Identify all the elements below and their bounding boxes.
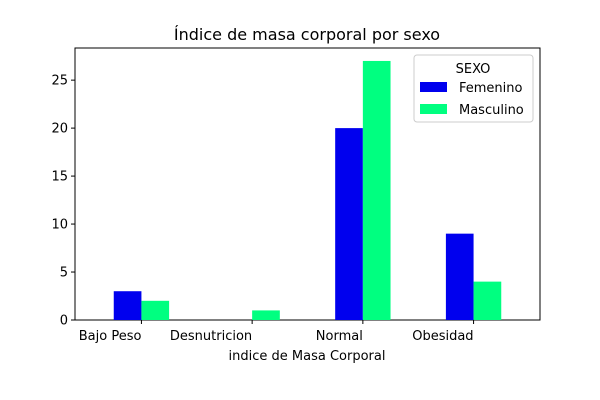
y-tick-label: 20: [51, 122, 68, 137]
legend: SEXO Femenino Masculino: [413, 54, 534, 123]
bar-masculino-desnutricion: [252, 310, 280, 320]
legend-swatch-femenino: [420, 82, 447, 92]
bar-femenino-normal: [335, 128, 363, 320]
x-tick-label: Normal: [316, 329, 363, 344]
bar-masculino-obesidad: [473, 281, 502, 320]
x-tick-label: Desnutricion: [170, 329, 252, 344]
bar-masculino-bajo-peso: [141, 300, 170, 320]
y-tick-label: 10: [51, 218, 68, 233]
legend-items: Femenino Masculino: [420, 81, 524, 118]
legend-label-femenino: Femenino: [459, 81, 523, 96]
plot-area-frame: [74, 47, 541, 321]
x-tick-label: Bajo Peso: [79, 329, 142, 344]
legend-title: SEXO: [456, 62, 491, 77]
y-tick-label: 15: [51, 170, 68, 185]
y-tick-label: 25: [51, 74, 68, 89]
x-axis: Bajo Peso Desnutricion Normal Obesidad: [79, 320, 475, 344]
x-axis-label: indice de Masa Corporal: [229, 349, 386, 364]
bar-masculino-normal: [362, 60, 391, 320]
y-tick-label: 5: [60, 266, 68, 281]
bar-femenino-bajo-peso: [113, 291, 142, 320]
chart-title: Índice de masa corporal por sexo: [174, 25, 440, 44]
bars-group: [113, 60, 502, 320]
legend-label-masculino: Masculino: [459, 103, 524, 118]
x-tick-label: Obesidad: [412, 329, 473, 344]
bar-femenino-obesidad: [445, 233, 474, 320]
y-tick-label: 0: [60, 314, 68, 329]
legend-swatch-masculino: [420, 104, 447, 114]
y-axis: 0 5 10 15 20 25: [51, 74, 75, 329]
